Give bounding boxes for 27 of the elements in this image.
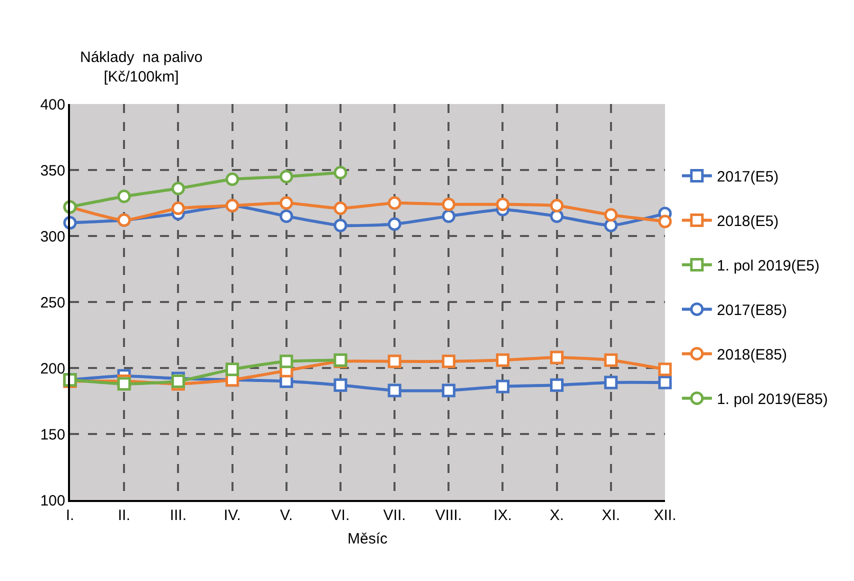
x-tick-label: VII.: [383, 506, 406, 524]
x-tick-label: III.: [170, 506, 187, 524]
y-tick-label: 400: [40, 96, 66, 114]
legend-label: 1. pol 2019(E5): [716, 258, 820, 275]
x-tick-label: IX.: [494, 506, 512, 524]
x-tick-label: IV.: [224, 506, 241, 524]
y-tick-label: 200: [40, 360, 66, 378]
legend-label: 1. pol 2019(E85): [716, 391, 828, 408]
x-axis-title: Měsíc: [347, 530, 388, 548]
y-axis-title: Náklady na palivo [Kč/100km]: [80, 49, 203, 86]
y-tick-label: 250: [40, 294, 66, 312]
x-tick-label: I.: [66, 506, 74, 524]
legend-label: 2018(E85): [716, 346, 787, 364]
x-tick-label: VIII.: [435, 506, 462, 524]
y-tick-label: 300: [40, 228, 66, 246]
x-tick-label: V.: [280, 506, 293, 524]
y-tick-label: 150: [40, 426, 66, 444]
y-tick-label: 100: [40, 492, 66, 510]
legend-label: 2017(E5): [716, 168, 779, 186]
x-tick-label: VI.: [331, 506, 350, 524]
x-tick-label: XII.: [654, 506, 676, 524]
y-tick-label: 350: [40, 162, 66, 180]
x-tick-label: X.: [550, 506, 564, 524]
legend-label: 2018(E5): [716, 213, 779, 230]
legend-label: 2017(E85): [716, 302, 787, 320]
x-tick-label: II.: [118, 506, 130, 524]
x-tick-label: XI.: [602, 506, 620, 524]
